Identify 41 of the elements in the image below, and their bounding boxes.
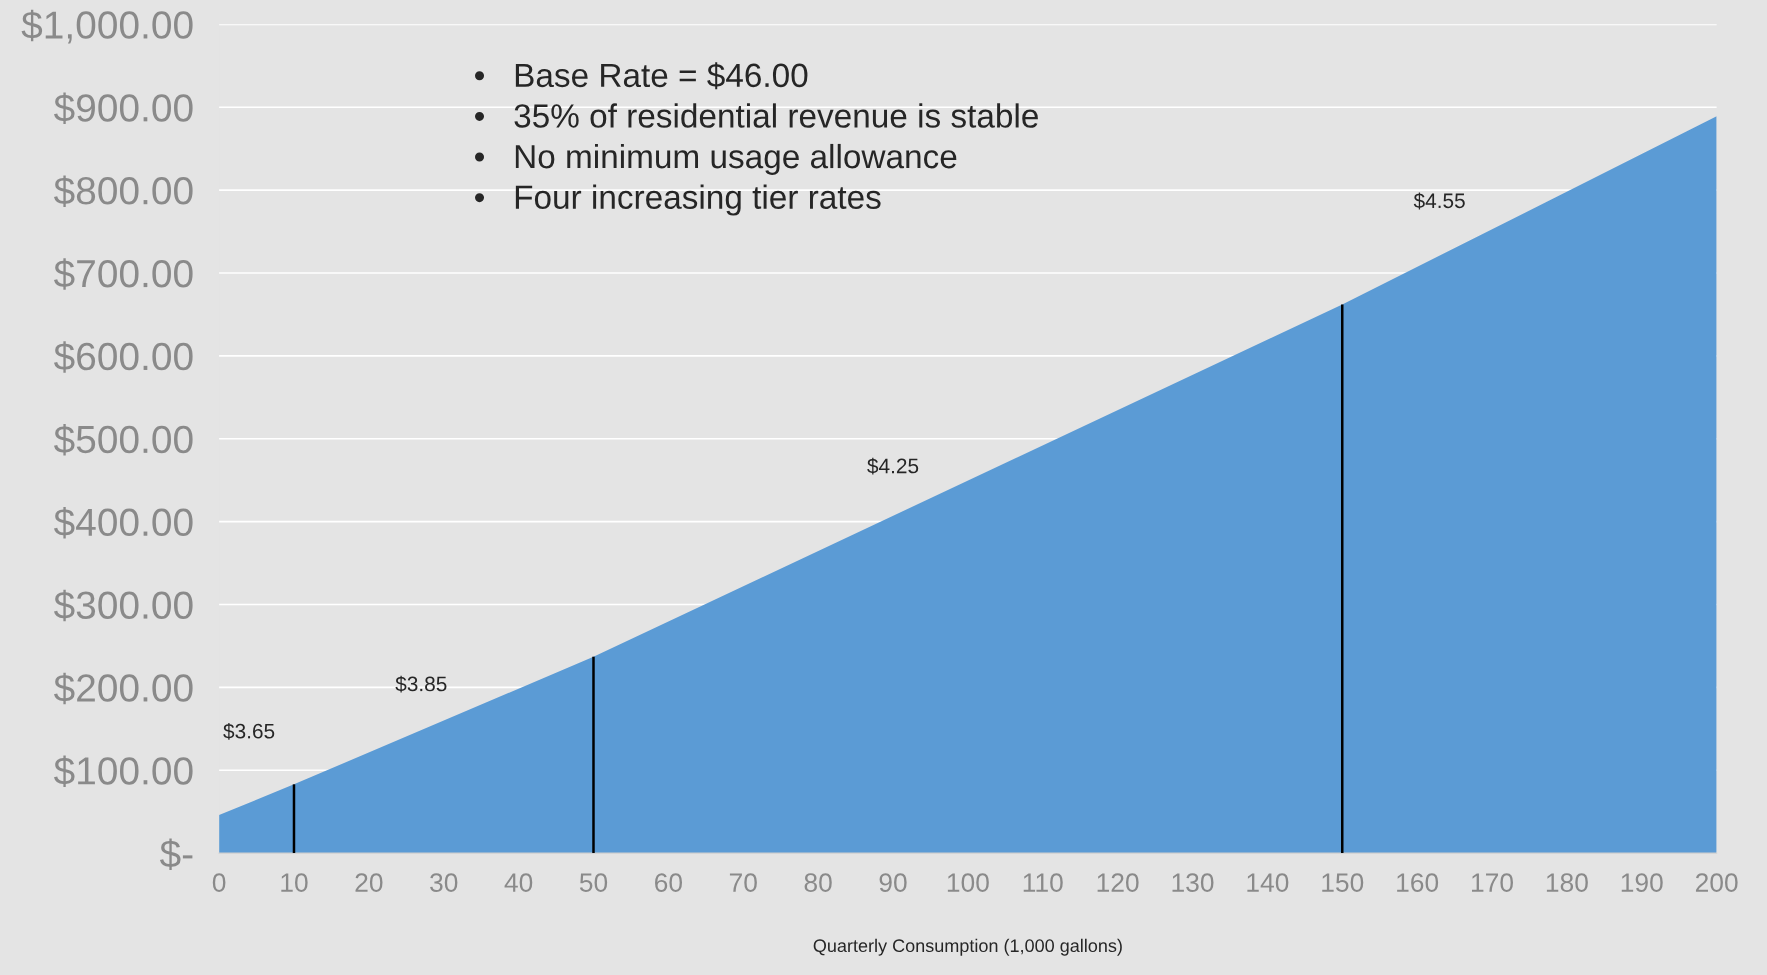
y-tick-label: $600.00 xyxy=(53,341,193,373)
x-tick-label: 50 xyxy=(579,873,608,892)
x-tick-label: 170 xyxy=(1472,873,1513,892)
annotation: • 35% of residential revenue is stable xyxy=(475,103,1038,128)
x-tick-label: 0 xyxy=(212,873,226,892)
y-tick-label: $1,000.00 xyxy=(21,9,193,44)
x-tick-label: 110 xyxy=(1023,873,1063,892)
y-tick-label: $400.00 xyxy=(53,506,193,539)
x-tick-label: 180 xyxy=(1546,873,1588,892)
x-tick-label: 120 xyxy=(1097,873,1139,892)
x-tick-label: 190 xyxy=(1621,873,1663,892)
x-tick-label: 70 xyxy=(729,873,757,892)
y-tick-label: $700.00 xyxy=(53,258,193,290)
x-tick-label: 10 xyxy=(281,873,308,892)
annotation: • Four increasing tier rates xyxy=(475,184,881,216)
annotation: • Base Rate = $46.00 xyxy=(475,62,808,90)
x-tick-label: 160 xyxy=(1397,873,1439,892)
annotation: $3.85 xyxy=(395,675,447,693)
x-tick-label: 100 xyxy=(947,873,989,892)
x-tick-label: 40 xyxy=(504,873,533,892)
y-tick-label: $800.00 xyxy=(53,175,193,207)
y-tick-label: $100.00 xyxy=(53,755,193,788)
y-tick-label: $- xyxy=(159,838,193,870)
x-tick-label: 200 xyxy=(1695,873,1738,892)
annotation: $4.25 xyxy=(867,457,919,475)
x-tick-label: 90 xyxy=(879,873,907,892)
x-tick-label: 140 xyxy=(1247,873,1289,892)
annotation: • No minimum usage allowance xyxy=(475,143,957,175)
y-tick-label: $200.00 xyxy=(53,672,193,705)
x-tick-label: 60 xyxy=(655,873,683,892)
y-tick-label: $500.00 xyxy=(53,424,193,456)
y-tick-label: $300.00 xyxy=(53,589,193,622)
x-tick-label: 20 xyxy=(355,873,383,892)
x-tick-label: 150 xyxy=(1322,873,1364,892)
x-tick-label: 130 xyxy=(1172,873,1214,892)
y-tick-label: $900.00 xyxy=(53,92,193,125)
x-tick-label: 80 xyxy=(804,873,832,892)
x-tick-label: 30 xyxy=(430,873,458,892)
x-axis-title: Quarterly Consumption (1,000 gallons) xyxy=(813,938,1122,956)
annotation: $4.55 xyxy=(1413,192,1465,210)
annotation: $3.65 xyxy=(223,722,275,740)
